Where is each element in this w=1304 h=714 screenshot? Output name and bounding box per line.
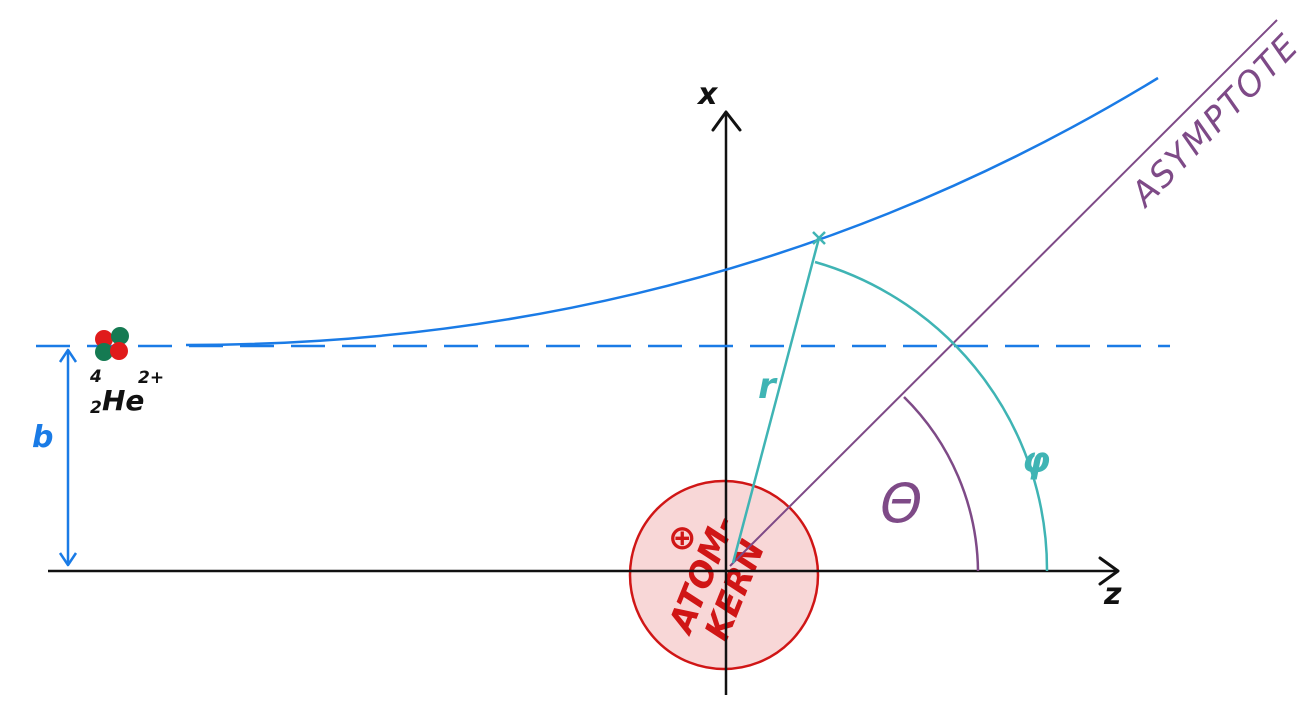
nucleus-circle (628, 479, 820, 671)
alpha-particle (95, 327, 129, 361)
nucleus-charge-symbol: ⊕ (668, 518, 697, 558)
nucleon (110, 342, 128, 360)
asymptote-line (729, 19, 1278, 567)
nucleon (111, 327, 129, 345)
nucleon (95, 330, 113, 348)
phi-label: φ (1022, 440, 1050, 481)
phi-angle-arc (814, 260, 1049, 572)
particle-position-marker (812, 231, 826, 245)
radius-vector (731, 237, 821, 564)
x-axis-label: x (696, 77, 719, 112)
nucleon (95, 343, 113, 361)
impact-parameter-label: b (32, 420, 53, 455)
atomic-nucleus: ⊕ ATOM- KERN (628, 479, 820, 671)
alpha-particle-trajectory (185, 76, 1159, 347)
helium-symbol: He (102, 384, 144, 417)
x-axis-arrowhead (711, 110, 742, 132)
helium-charge: 2+ (138, 368, 164, 388)
helium-atomic-number: 2 (90, 398, 102, 418)
helium-mass-number: 4 (89, 367, 102, 387)
z-axis-label: z (1103, 577, 1122, 612)
z-axis-arrowhead (1098, 556, 1120, 586)
coordinate-axes: z x (48, 77, 1122, 695)
radius-label: r (758, 366, 778, 407)
asymptote-label: ASYMPTOTE (1122, 26, 1304, 216)
theta-label: Θ (880, 472, 923, 535)
theta-angle-arc (903, 396, 980, 572)
impact-parameter-arrow-top (58, 348, 78, 363)
impact-parameter-marker: b (32, 348, 78, 567)
helium-ion-label: 4 2 He 2+ (89, 367, 164, 418)
impact-parameter-arrow-bottom (58, 552, 78, 567)
